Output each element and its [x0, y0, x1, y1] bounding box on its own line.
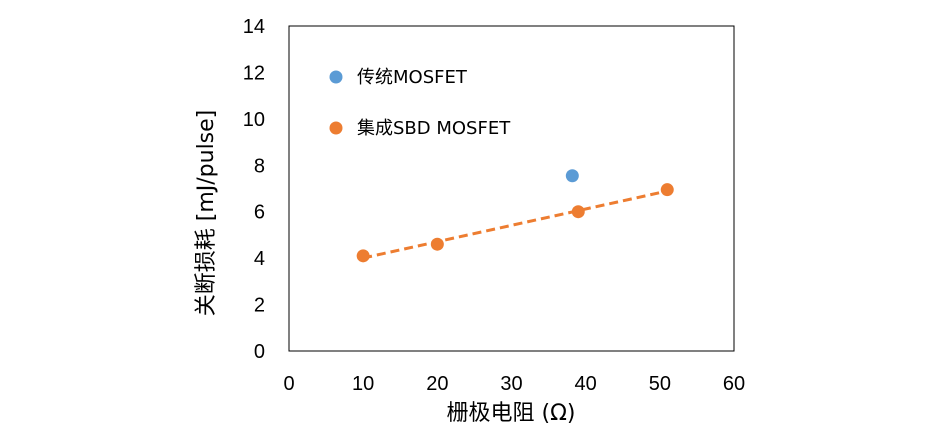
x-tick-labels: 0 10 20 30 40 50 60: [283, 373, 745, 395]
trendlines: [362, 189, 668, 260]
legend: 传统MOSFET 集成SBD MOSFET: [329, 67, 511, 139]
y-tick-label: 8: [254, 155, 265, 177]
data-point: [660, 183, 674, 197]
data-point: [565, 169, 579, 183]
y-tick-label: 12: [243, 62, 265, 84]
legend-marker: [329, 121, 343, 135]
y-tick-label: 10: [243, 109, 265, 131]
x-tick-label: 60: [723, 373, 745, 395]
legend-marker: [329, 70, 343, 84]
legend-label: 传统MOSFET: [357, 67, 468, 88]
y-tick-label: 4: [254, 248, 265, 270]
x-tick-label: 30: [500, 373, 522, 395]
y-tick-labels: 0 2 4 6 8 10 12 14: [243, 16, 265, 363]
data-point: [571, 205, 585, 219]
data-point: [430, 237, 444, 251]
x-tick-label: 50: [649, 373, 671, 395]
x-tick-label: 20: [426, 373, 448, 395]
y-tick-label: 6: [254, 202, 265, 224]
y-tick-label: 0: [254, 341, 265, 363]
x-tick-label: 40: [575, 373, 597, 395]
y-tick-label: 14: [243, 16, 265, 38]
plot-frame: [288, 25, 735, 352]
trendline: [362, 189, 668, 260]
x-tick-label: 10: [352, 373, 374, 395]
y-axis-label: 关断损耗 [mJ/pulse]: [194, 110, 219, 317]
x-tick-label: 0: [283, 373, 294, 395]
legend-label: 集成SBD MOSFET: [357, 118, 511, 139]
data-points: [356, 169, 674, 263]
x-axis-label: 栅极电阻 (Ω): [447, 401, 576, 426]
y-tick-label: 2: [254, 295, 265, 317]
data-point: [356, 249, 370, 263]
